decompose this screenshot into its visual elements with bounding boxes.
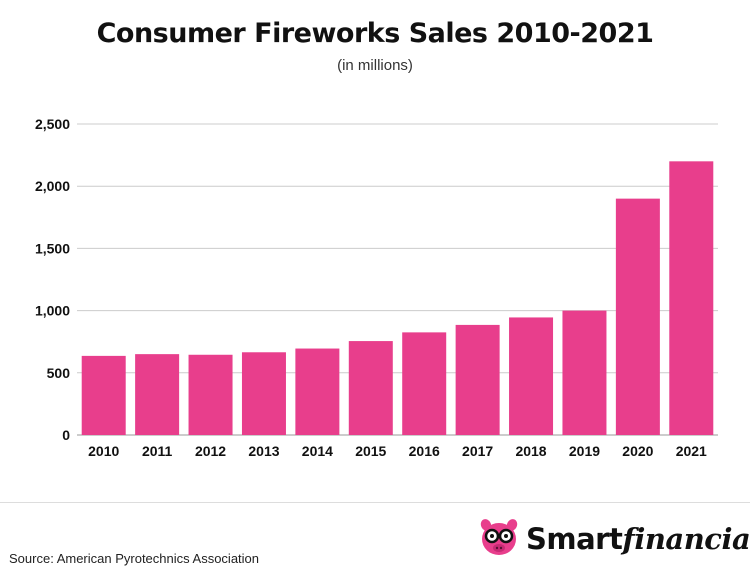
y-tick-label: 1,000: [35, 303, 70, 319]
footer-divider: [0, 502, 750, 503]
bar-2013: [241, 352, 286, 435]
bar-2018: [509, 317, 554, 435]
x-axis-ticks: 2010 2011 2012 2013 2014 2015 2016 2017 2018 2019…: [88, 443, 707, 459]
chart-subtitle: (in millions): [337, 57, 413, 74]
x-tick-label: 2015: [355, 443, 386, 459]
x-tick-label: 2019: [569, 443, 600, 459]
bar-2017: [455, 324, 500, 435]
bar-2019: [562, 310, 607, 435]
bars: [81, 161, 714, 435]
logo-word-smart: Smart: [526, 522, 623, 556]
logo-wordmark: Smartfinancial: [526, 522, 750, 557]
x-tick-label: 2010: [88, 443, 119, 459]
x-tick-label: 2017: [462, 443, 493, 459]
bar-2015: [348, 341, 393, 435]
bar-2016: [402, 332, 447, 435]
logo-word-financial: financial: [622, 522, 750, 556]
bar-2012: [188, 354, 233, 435]
x-tick-label: 2021: [676, 443, 707, 459]
chart-title: Consumer Fireworks Sales 2010-2021: [96, 18, 654, 49]
bar-2014: [295, 348, 340, 435]
x-tick-label: 2011: [142, 443, 173, 459]
source-note: Source: American Pyrotechnics Associatio…: [9, 551, 260, 566]
x-tick-label: 2020: [622, 443, 653, 459]
x-tick-label: 2013: [248, 443, 279, 459]
y-axis-ticks: 0 500 1,000 1,500 2,000 2,500: [35, 116, 70, 443]
x-tick-label: 2014: [302, 443, 333, 459]
y-tick-label: 2,500: [35, 116, 70, 132]
gridlines: [77, 123, 718, 436]
bar-2020: [615, 198, 660, 435]
smartfinancial-logo: Smartfinancial: [478, 518, 750, 558]
y-tick-label: 2,000: [35, 178, 70, 194]
bar-2011: [135, 354, 180, 435]
x-tick-label: 2018: [515, 443, 546, 459]
bar-2010: [81, 355, 126, 435]
x-tick-label: 2012: [195, 443, 226, 459]
x-tick-label: 2016: [409, 443, 440, 459]
bar-2021: [669, 161, 714, 435]
y-tick-label: 500: [47, 365, 71, 381]
y-tick-label: 0: [62, 427, 70, 443]
pig-with-glasses-icon: [480, 519, 518, 555]
y-tick-label: 1,500: [35, 240, 70, 256]
